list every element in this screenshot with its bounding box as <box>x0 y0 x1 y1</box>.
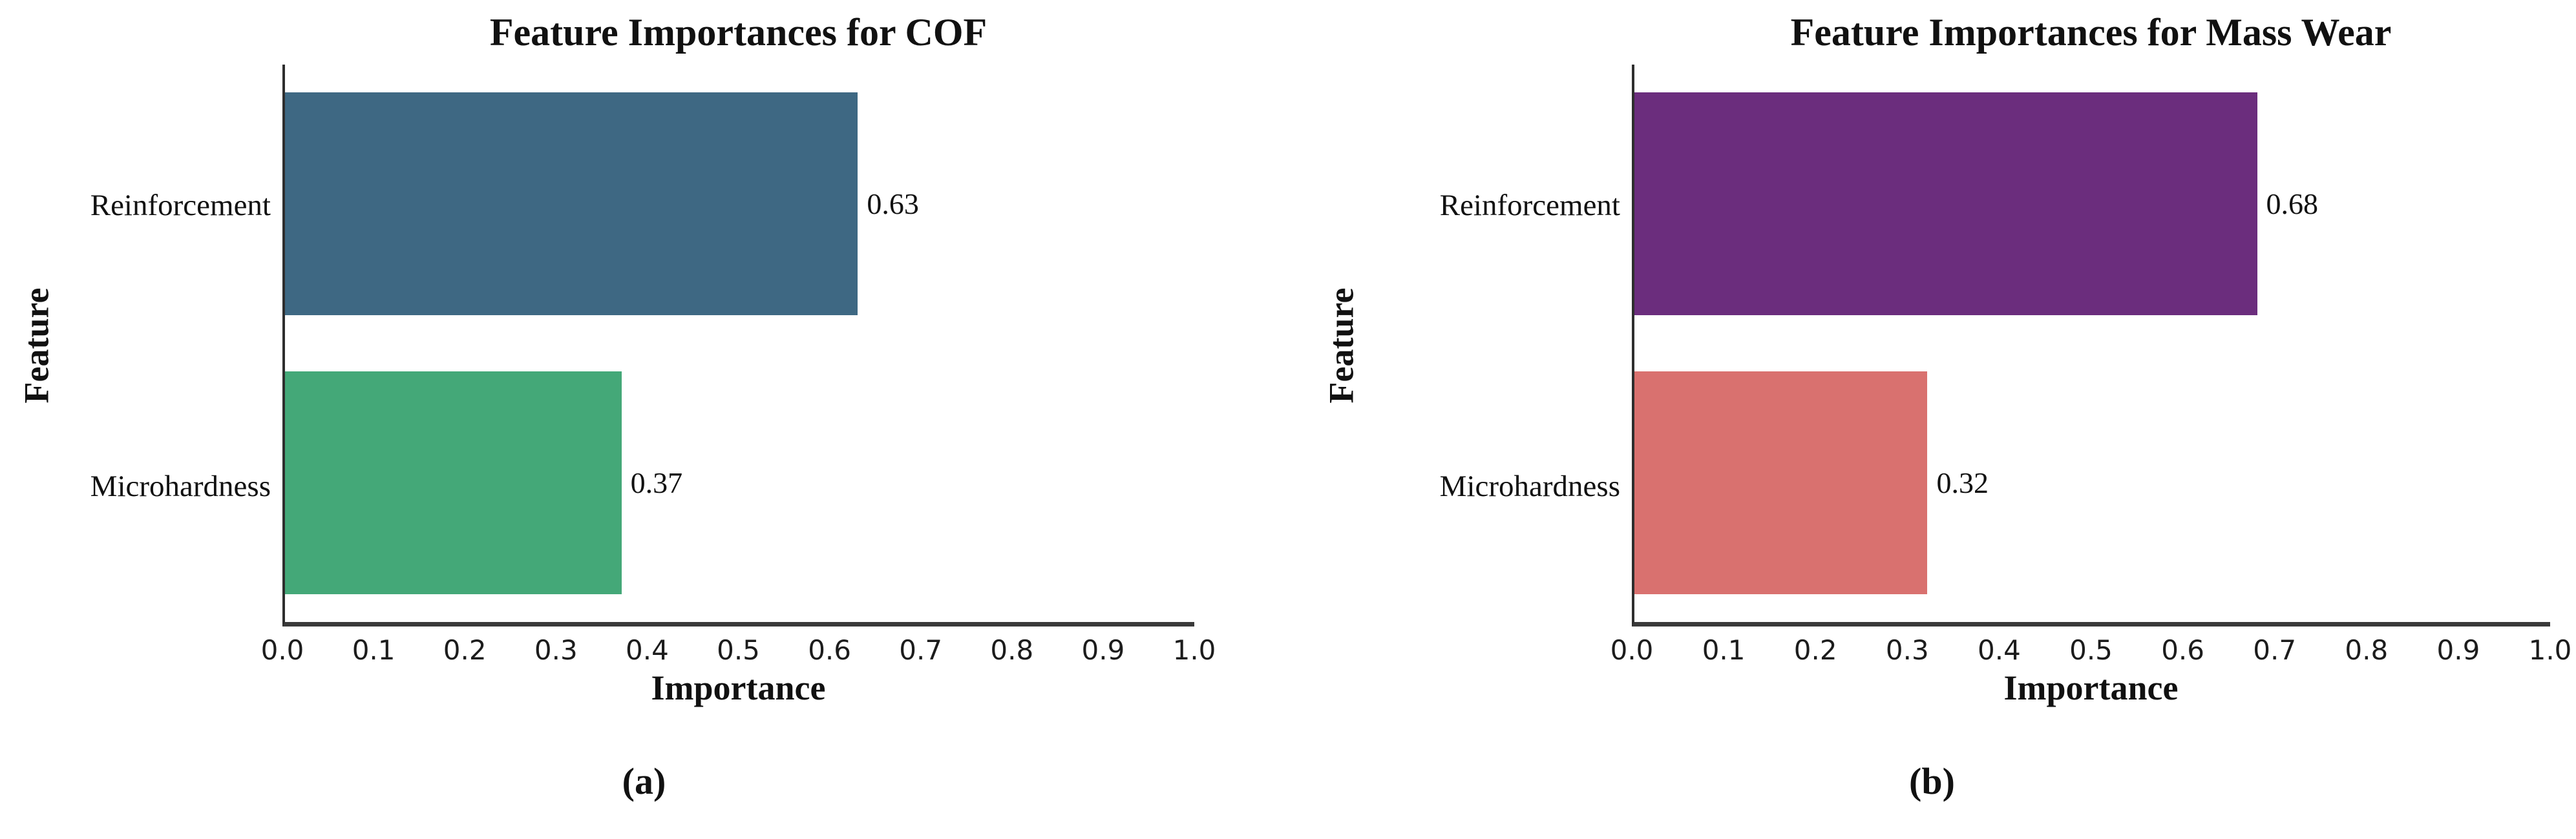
plot-area-mass-wear: 0.68 0.32 <box>1632 65 2550 627</box>
x-tick: 0.9 <box>1081 634 1125 666</box>
panel-mass-wear: Feature Importances for Mass Wear Featur… <box>1288 0 2576 839</box>
x-tick: 0.6 <box>2161 634 2204 666</box>
x-tick: 0.4 <box>1977 634 2021 666</box>
panel-letter-b: (b) <box>1909 760 1955 802</box>
y-axis-label: Feature <box>0 65 72 627</box>
chart-title-cof: Feature Importances for COF <box>489 10 987 54</box>
category-label-reinforcement: Reinforcement <box>1439 188 1620 222</box>
category-label-microhardness: Microhardness <box>90 469 271 503</box>
category-label-microhardness: Microhardness <box>1439 469 1620 503</box>
y-axis-label-text: Feature <box>17 287 56 404</box>
x-tick: 0.4 <box>625 634 669 666</box>
x-tick: 0.9 <box>2436 634 2480 666</box>
bar-microhardness <box>1634 371 1928 594</box>
x-axis-ticks: 0.0 0.1 0.2 0.3 0.4 0.5 0.6 0.7 0.8 0.9 … <box>261 627 1216 668</box>
bar-microhardness <box>285 371 622 594</box>
x-axis-label: Importance <box>2003 668 2179 707</box>
bar-reinforcement <box>1634 92 2257 316</box>
panel-letter-a: (a) <box>622 760 666 802</box>
x-tick: 0.6 <box>808 634 851 666</box>
panel-cof: Feature Importances for COF Feature Rein… <box>0 10 1216 803</box>
y-axis-label-text: Feature <box>1322 287 1361 404</box>
x-tick: 0.8 <box>990 634 1034 666</box>
bar-value-label: 0.37 <box>630 466 683 499</box>
x-tick: 0.7 <box>899 634 943 666</box>
x-tick: 0.2 <box>1793 634 1837 666</box>
x-tick: 0.2 <box>443 634 487 666</box>
x-tick: 0.3 <box>534 634 578 666</box>
bar-reinforcement <box>285 92 858 316</box>
y-axis-label: Feature <box>1288 65 1395 627</box>
x-tick: 1.0 <box>2528 634 2572 666</box>
x-tick: 0.1 <box>1702 634 1746 666</box>
x-tick: 0.1 <box>352 634 396 666</box>
bar-value-label: 0.68 <box>2266 187 2319 221</box>
bar-value-label: 0.63 <box>867 187 919 221</box>
x-tick: 0.3 <box>1885 634 1929 666</box>
x-tick: 1.0 <box>1172 634 1216 666</box>
x-tick: 0.7 <box>2253 634 2297 666</box>
x-tick: 0.0 <box>1610 634 1654 666</box>
x-tick: 0.0 <box>260 634 304 666</box>
x-axis-label: Importance <box>651 668 826 707</box>
category-labels: Reinforcement Microhardness <box>1395 65 1632 627</box>
x-tick: 0.5 <box>717 634 760 666</box>
bar-value-label: 0.32 <box>1936 466 1989 499</box>
x-tick: 0.8 <box>2345 634 2389 666</box>
chart-title-mass-wear: Feature Importances for Mass Wear <box>1790 10 2392 54</box>
category-label-reinforcement: Reinforcement <box>90 188 271 222</box>
plot-area-cof: 0.63 0.37 <box>282 65 1194 627</box>
category-labels: Reinforcement Microhardness <box>72 65 282 627</box>
x-axis-ticks: 0.0 0.1 0.2 0.3 0.4 0.5 0.6 0.7 0.8 0.9 … <box>1610 627 2572 668</box>
x-tick: 0.5 <box>2069 634 2113 666</box>
